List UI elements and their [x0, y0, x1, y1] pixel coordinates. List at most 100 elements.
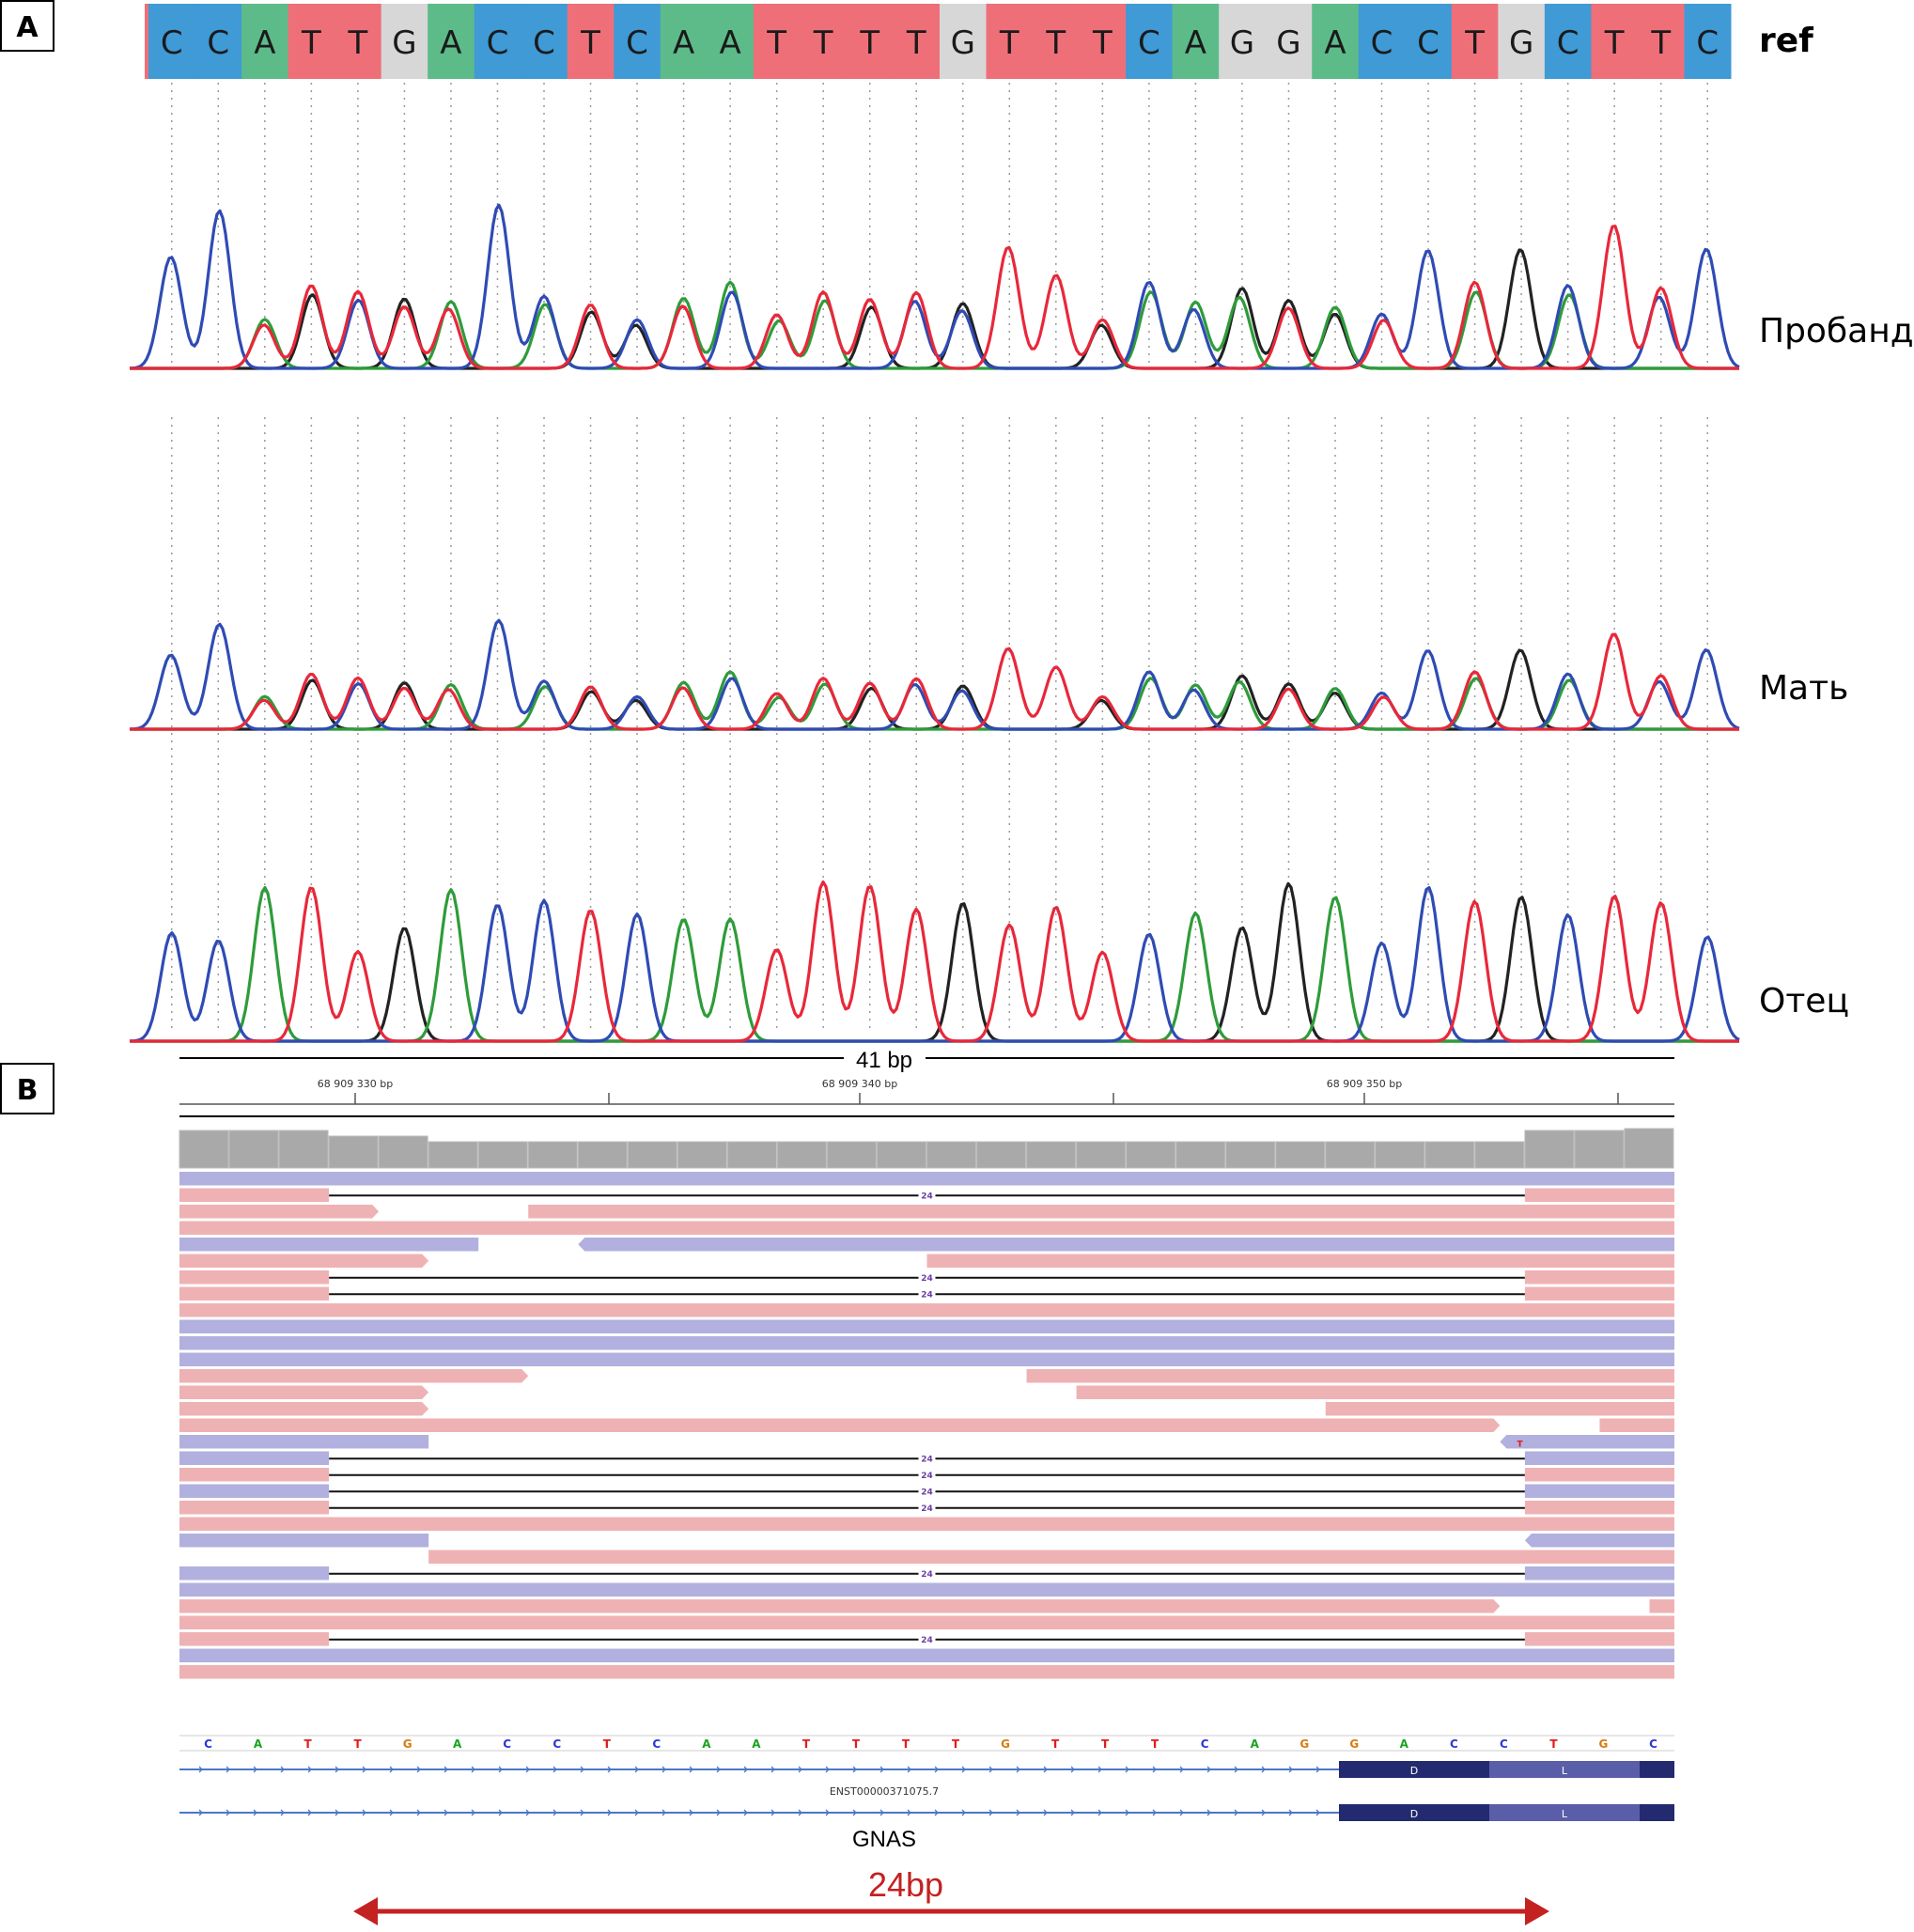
strand-arrow [307, 1809, 312, 1816]
coverage-bar [179, 1130, 229, 1169]
strand-arrow [416, 1766, 421, 1773]
ref-base-letter: T [766, 24, 786, 62]
read-segment [179, 1534, 429, 1548]
strand-arrow [552, 1809, 557, 1816]
read-segment [179, 1238, 479, 1252]
exon-label-d-1: D [1410, 1765, 1418, 1777]
panel-b-label-box [0, 1063, 54, 1114]
strand-arrow [253, 1809, 257, 1816]
exon-label-d-2: D [1410, 1808, 1418, 1820]
ref-base-letter: C [487, 24, 509, 62]
read-segment [179, 1319, 1674, 1333]
ref-base-cell: T [800, 4, 848, 79]
seq-base-G: G [1001, 1737, 1010, 1751]
deletion-label-bg [918, 1288, 936, 1300]
ref-base-cell: T [1033, 4, 1081, 79]
ref-base-letter: G [951, 24, 975, 62]
read-segment [1524, 1484, 1674, 1498]
read-segment [179, 1451, 330, 1465]
read-segment [179, 1632, 330, 1646]
ref-base-letter: G [1230, 24, 1254, 62]
strand-arrow [1206, 1766, 1211, 1773]
ref-base-cell: T [1079, 4, 1127, 79]
aligned-read: 24 [179, 1468, 1674, 1482]
strand-arrow [961, 1766, 966, 1773]
sample-label-father: Отец [1759, 982, 1849, 1021]
transcript-id: ENST00000371075.7 [830, 1785, 939, 1798]
ref-base-cell: A [1312, 4, 1360, 79]
seq-base-C: C [1450, 1737, 1458, 1751]
aligned-read [179, 1582, 1674, 1597]
read-segment [1524, 1534, 1674, 1548]
ref-base-letter: G [1276, 24, 1300, 62]
seq-base-T: T [852, 1737, 861, 1751]
read-segment [179, 1648, 1674, 1662]
strand-arrow [1043, 1766, 1048, 1773]
exon-l-1 [1489, 1761, 1640, 1778]
read-segment [179, 1172, 1674, 1186]
seq-base-T: T [603, 1737, 612, 1751]
base-call-guides [171, 83, 1708, 1034]
seq-base-A: A [1400, 1737, 1409, 1751]
exon-end-2 [1640, 1804, 1674, 1821]
read-segment [1524, 1451, 1674, 1465]
ref-base-letter: T [859, 24, 879, 62]
strand-arrow [525, 1766, 530, 1773]
read-segment [1325, 1402, 1674, 1416]
deletion-length-label: 24 [921, 1636, 933, 1645]
aligned-read: 24 [179, 1286, 1674, 1301]
strand-arrow [988, 1766, 993, 1773]
deletion-label-bg [918, 1453, 936, 1464]
strand-arrow [1179, 1809, 1184, 1816]
read-segment [179, 1188, 330, 1202]
seq-base-T: T [303, 1737, 312, 1751]
strand-arrow [389, 1809, 394, 1816]
coverage-bar [876, 1141, 927, 1169]
deletion-label-bg [918, 1568, 936, 1580]
deletion-label-bg [918, 1190, 936, 1201]
strand-arrow [961, 1809, 966, 1816]
deletion-length-label: 24 [921, 1274, 933, 1284]
deletion-length-label: 24 [921, 1455, 933, 1464]
strand-arrow [879, 1809, 884, 1816]
ref-base-letter: T [347, 24, 367, 62]
aligned-read [179, 1418, 1674, 1432]
tick-label-350: 68 909 350 bp [1327, 1078, 1402, 1090]
coverage-bar [1574, 1130, 1625, 1169]
ref-base-letter: T [1045, 24, 1066, 62]
strand-arrow [907, 1809, 911, 1816]
strand-arrow [471, 1809, 475, 1816]
aligned-read [179, 1517, 1674, 1531]
ref-base-cell: T [1591, 4, 1639, 79]
ref-base-cell: G [1265, 4, 1313, 79]
strand-arrow [798, 1766, 802, 1773]
read-segment [1524, 1468, 1674, 1482]
strand-arrow [743, 1766, 748, 1773]
seq-base-C: C [1201, 1737, 1209, 1751]
trace-channel-C [129, 203, 1740, 370]
strand-arrow [1070, 1766, 1075, 1773]
strand-arrow [362, 1809, 366, 1816]
ref-base-cell: T [753, 4, 801, 79]
coverage-bar [527, 1141, 578, 1169]
ref-base-letter: C [1417, 24, 1439, 62]
ref-base-letter: G [1509, 24, 1533, 62]
ref-base-cell: T [986, 4, 1034, 79]
strand-arrow [335, 1809, 339, 1816]
sample-label-mother: Мать [1759, 669, 1848, 708]
read-segment [1524, 1566, 1674, 1581]
read-segment [179, 1484, 330, 1498]
strand-arrow [1234, 1809, 1238, 1816]
read-segment [1524, 1188, 1674, 1202]
coverage-track [179, 1128, 1674, 1169]
ref-base-letter: C [207, 24, 229, 62]
coverage-bar [677, 1141, 727, 1169]
strand-arrow [743, 1809, 748, 1816]
coverage-bar [328, 1135, 379, 1169]
strand-arrow [1179, 1766, 1184, 1773]
ref-base-cell: C [521, 4, 568, 79]
strand-arrow [307, 1766, 312, 1773]
ref-base-letter: C [1557, 24, 1579, 62]
